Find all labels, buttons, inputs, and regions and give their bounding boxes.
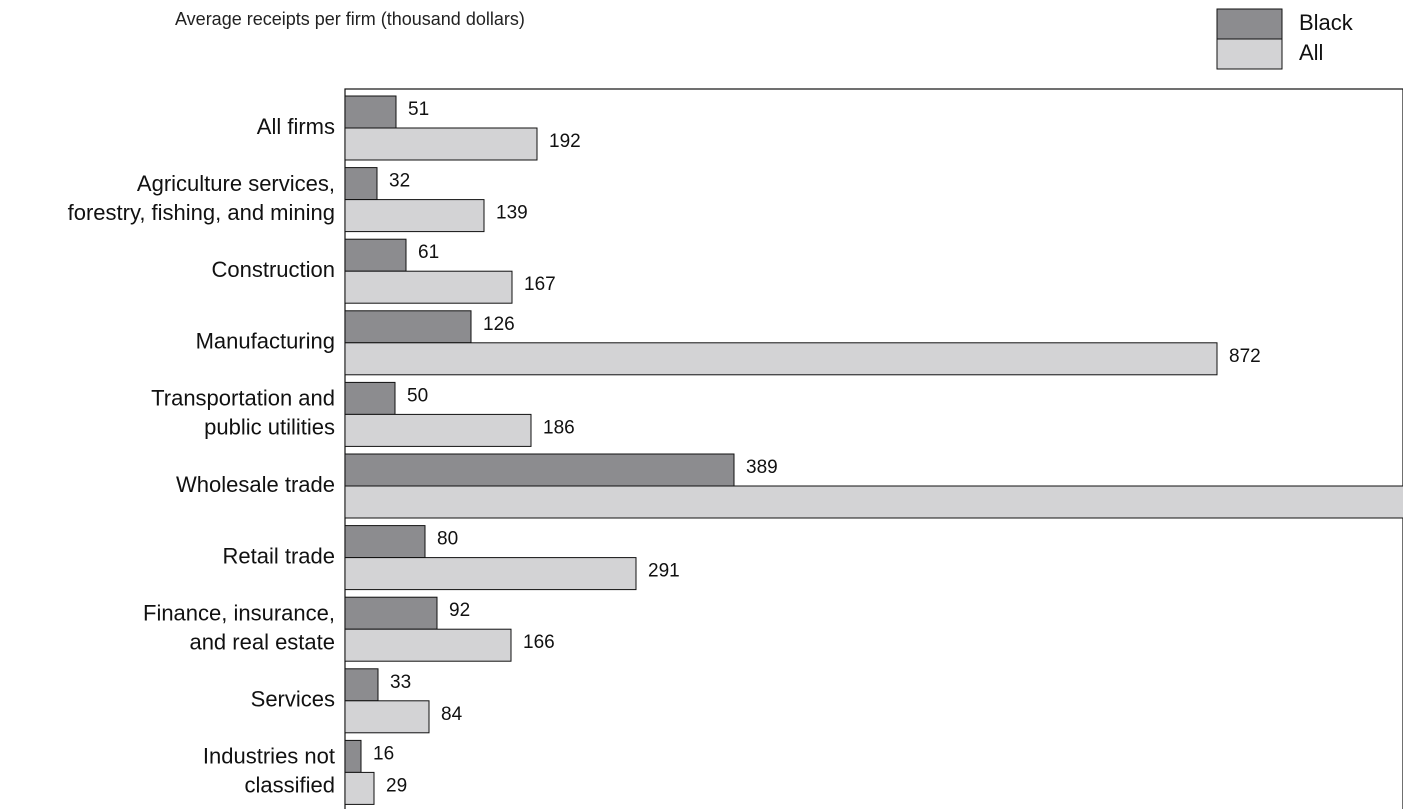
category-label-4-line-0: Transportation and — [151, 386, 335, 411]
value-label-all-0: 192 — [549, 131, 581, 152]
value-label-black-7: 92 — [449, 600, 470, 621]
bar-black-5 — [344, 453, 735, 487]
chart-title: Average receipts per firm (thousand doll… — [175, 9, 525, 29]
bar-all-3 — [344, 342, 1218, 376]
legend-swatch-all — [1216, 38, 1283, 70]
category-label-8: Services — [251, 687, 335, 712]
value-label-all-7: 166 — [523, 632, 555, 653]
bar-all-1 — [344, 199, 485, 233]
category-label-0: All firms — [257, 114, 335, 139]
bar-black-3 — [344, 310, 472, 344]
value-label-black-0: 51 — [408, 99, 429, 120]
legend-swatch-black — [1216, 8, 1283, 40]
category-label-6: Retail trade — [222, 543, 335, 568]
value-label-black-1: 32 — [389, 171, 410, 192]
value-label-black-5: 389 — [746, 457, 778, 478]
bar-all-5 — [344, 485, 1403, 519]
bar-all-4 — [344, 413, 532, 447]
value-label-all-1: 139 — [496, 203, 528, 224]
category-label-1-line-0: Agriculture services, — [137, 171, 335, 196]
value-labels: 511923213961167126872501863891,190802919… — [373, 99, 1261, 796]
bar-all-6 — [344, 557, 637, 591]
bars — [344, 95, 1403, 805]
plot-frame — [344, 88, 1403, 809]
bar-all-0 — [344, 127, 538, 161]
value-label-black-8: 33 — [390, 672, 411, 693]
bar-black-4 — [344, 381, 396, 415]
bar-black-0 — [344, 95, 397, 129]
category-label-9-line-0: Industries not — [203, 744, 335, 769]
value-label-black-2: 61 — [418, 242, 439, 263]
value-label-all-3: 872 — [1229, 346, 1261, 367]
bar-black-9 — [344, 739, 362, 773]
value-label-all-9: 29 — [386, 775, 407, 796]
value-label-black-6: 80 — [437, 529, 458, 550]
value-label-black-3: 126 — [483, 314, 515, 335]
category-labels: All firms Agriculture services, forestry, … — [68, 114, 335, 798]
category-label-1-line-1: forestry, fishing, and mining — [68, 200, 335, 225]
bar-black-2 — [344, 238, 407, 272]
bar-black-8 — [344, 668, 379, 702]
bar-black-1 — [344, 167, 378, 201]
category-label-2: Construction — [211, 257, 335, 282]
value-label-black-4: 50 — [407, 385, 428, 406]
legend-label-all: All — [1299, 40, 1323, 65]
bar-all-2 — [344, 270, 513, 304]
category-label-4-line-1: public utilities — [204, 415, 335, 440]
bar-all-9 — [344, 771, 375, 805]
legend: Black All — [1216, 8, 1354, 70]
legend-label-black: Black — [1299, 10, 1354, 35]
value-label-all-4: 186 — [543, 417, 575, 438]
value-label-all-8: 84 — [441, 704, 463, 725]
category-label-7-line-0: Finance, insurance, — [143, 601, 335, 626]
value-label-black-9: 16 — [373, 743, 394, 764]
value-label-all-2: 167 — [524, 274, 556, 295]
bar-black-7 — [344, 596, 438, 630]
value-label-all-6: 291 — [648, 561, 680, 582]
bar-black-6 — [344, 525, 426, 559]
category-label-7-line-1: and real estate — [189, 630, 335, 655]
category-label-3: Manufacturing — [196, 329, 335, 354]
bar-all-8 — [344, 700, 430, 734]
category-label-9-line-1: classified — [245, 773, 335, 798]
bar-all-7 — [344, 628, 512, 662]
category-label-5: Wholesale trade — [176, 472, 335, 497]
